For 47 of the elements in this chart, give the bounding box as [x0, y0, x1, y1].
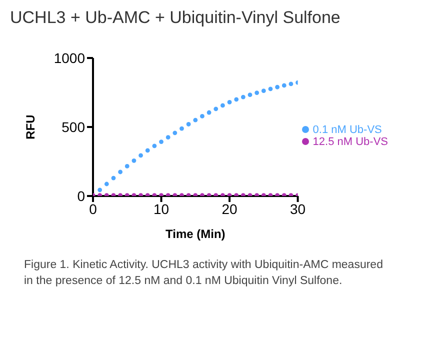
point [214, 106, 218, 112]
point [138, 153, 143, 158]
point [124, 164, 130, 168]
point [166, 135, 170, 140]
caption: Figure 1. Kinetic Activity. UCHL3 activity with Ubiquitin-AMC measured in the presence of 12.5 nM and 0.1 nM Ubiquitin Vinyl Sulfone. [24, 258, 384, 289]
point [275, 84, 280, 90]
y-tick-label: 500 [62, 118, 86, 135]
point [254, 90, 260, 95]
point [159, 193, 164, 196]
point [200, 193, 204, 196]
y-tick-label: 0 [77, 188, 86, 204]
point [111, 176, 116, 180]
y-tick-label: 1000 [54, 50, 86, 66]
point [288, 82, 294, 86]
point [193, 118, 198, 122]
point [152, 144, 157, 148]
point [104, 182, 109, 186]
point [261, 88, 266, 94]
x-tick-label: 30 [290, 200, 306, 217]
point [220, 193, 225, 196]
point [220, 103, 225, 108]
point [227, 100, 232, 104]
point [172, 130, 178, 136]
point [138, 193, 143, 196]
point [282, 83, 286, 88]
point [180, 193, 184, 196]
chart-title: UCHL3 + Ub-AMC + Ubiquitin-Vinyl Sulfone [10, 8, 342, 28]
point [240, 94, 246, 100]
point [98, 188, 102, 192]
point [248, 92, 252, 98]
point [159, 140, 164, 144]
point [132, 158, 136, 163]
point [268, 86, 273, 92]
legend-label: 12.5 nM Ub-VS [312, 136, 388, 148]
x-axis-title: Time (Min) [166, 227, 226, 241]
x-tick-label: 20 [222, 200, 238, 217]
y-axis-title: RFU [23, 114, 38, 140]
point [180, 126, 184, 131]
point [145, 148, 150, 153]
point [200, 114, 204, 118]
point [118, 170, 123, 174]
point [234, 97, 239, 102]
point [206, 110, 212, 115]
x-tick-label: 10 [153, 200, 170, 217]
legend-label: 0.1 nM Ub-VS [312, 124, 382, 136]
x-tick-label: 0 [89, 200, 98, 217]
point [186, 122, 191, 126]
